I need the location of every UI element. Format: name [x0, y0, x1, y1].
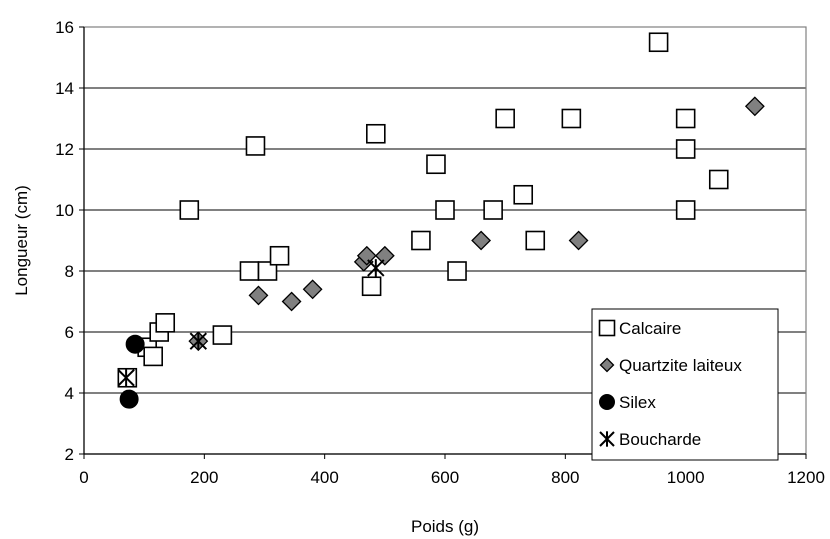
point-calcaire [143, 346, 163, 367]
point-calcaire [708, 169, 729, 190]
point-calcaire [435, 200, 455, 220]
x-tick-label: 0 [79, 468, 88, 487]
y-tick-label: 12 [55, 140, 74, 159]
y-tick-label: 6 [65, 323, 74, 342]
point-boucharde [117, 368, 135, 387]
point-calcaire [366, 123, 386, 144]
data-points [117, 32, 765, 409]
point-calcaire [525, 230, 546, 251]
point-silex [125, 334, 145, 354]
point-calcaire [426, 154, 446, 175]
point-calcaire [447, 261, 467, 281]
point-boucharde [367, 259, 385, 277]
point-calcaire [269, 245, 290, 266]
point-calcaire [675, 139, 696, 159]
legend-marker [598, 319, 616, 337]
legend-marker [599, 394, 615, 410]
point-calcaire [179, 200, 200, 220]
legend-label: Silex [619, 393, 656, 412]
point-quartzite-laiteux [568, 230, 589, 251]
legend-label: Quartzite laiteux [619, 356, 742, 375]
legend-label: Calcaire [619, 319, 681, 338]
legend-marker [599, 357, 615, 373]
x-tick-label: 800 [551, 468, 579, 487]
point-quartzite-laiteux [471, 230, 492, 251]
point-calcaire [239, 261, 260, 281]
x-axis-title: Poids (g) [411, 517, 479, 536]
y-tick-label: 8 [65, 262, 74, 281]
point-quartzite-laiteux [744, 96, 765, 117]
point-calcaire [561, 108, 582, 129]
x-tick-label: 400 [310, 468, 338, 487]
point-calcaire [212, 325, 233, 345]
y-tick-label: 16 [55, 18, 74, 37]
point-calcaire [648, 32, 669, 53]
point-calcaire [257, 261, 278, 281]
point-quartzite-laiteux [281, 291, 302, 312]
legend-label: Boucharde [619, 430, 701, 449]
legend: Calcaire Quartzite laiteux Silex Boucharde [591, 308, 779, 461]
point-quartzite-laiteux [374, 245, 395, 266]
point-calcaire [411, 230, 431, 251]
y-tick-label: 10 [55, 201, 74, 220]
point-calcaire [483, 200, 503, 220]
x-tick-label: 600 [431, 468, 459, 487]
legend-marker [599, 431, 615, 447]
tick-labels: 2 4 6 8 10 12 14 16 0 200 400 600 800 1000 1200 [55, 18, 825, 487]
point-calcaire [513, 184, 534, 205]
point-quartzite-laiteux [248, 285, 269, 306]
x-tick-label: 200 [190, 468, 218, 487]
y-tick-label: 2 [65, 445, 74, 464]
y-axis-title: Longueur (cm) [12, 185, 31, 296]
y-tick-label: 14 [55, 79, 74, 98]
x-tick-label: 1200 [787, 468, 825, 487]
x-tick-label: 1000 [667, 468, 705, 487]
point-quartzite-laiteux [356, 245, 377, 266]
point-calcaire [155, 313, 176, 333]
point-calcaire [245, 136, 266, 156]
point-quartzite-laiteux [302, 279, 323, 300]
point-silex [119, 389, 139, 409]
legend-box [591, 308, 779, 461]
point-calcaire [675, 200, 696, 220]
point-calcaire [675, 108, 696, 129]
point-boucharde [189, 332, 208, 350]
point-calcaire [361, 276, 382, 297]
point-calcaire [495, 108, 515, 129]
y-tick-label: 4 [65, 384, 74, 403]
